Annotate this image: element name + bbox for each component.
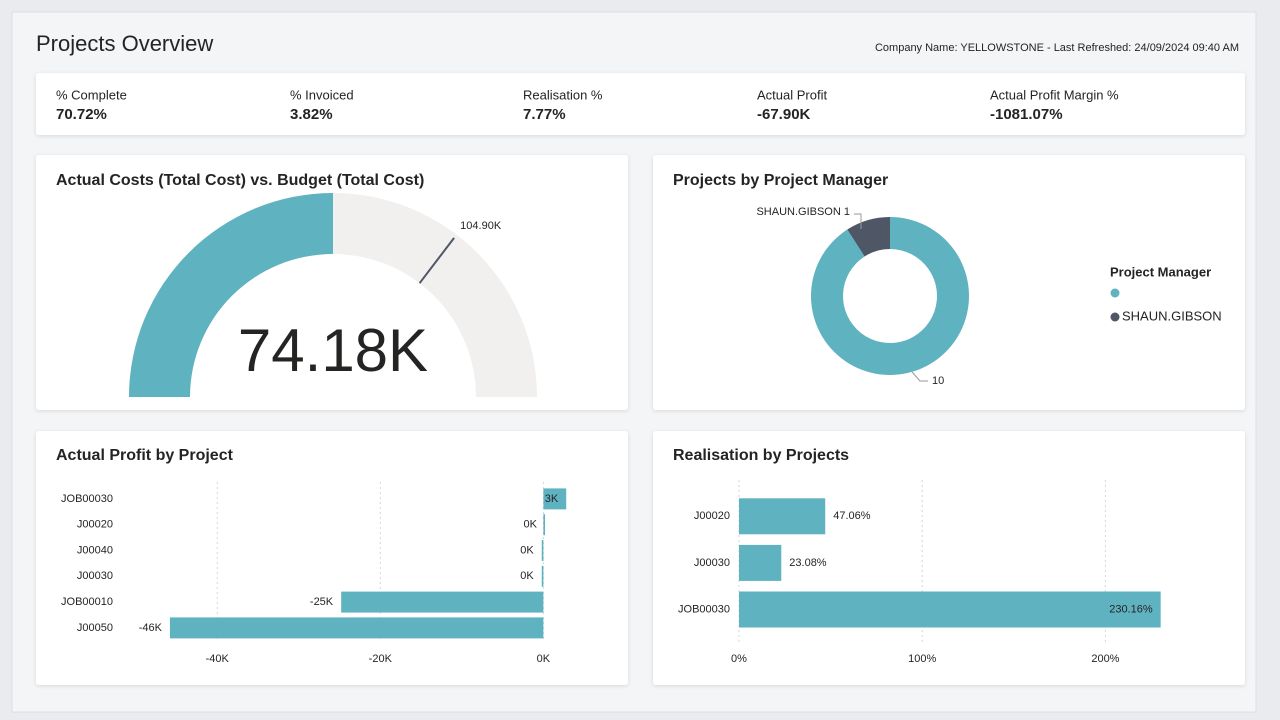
y-tick-label: JOB00030 — [61, 493, 113, 505]
data-label: -46K — [139, 622, 163, 634]
gauge-fill — [129, 193, 333, 397]
y-tick-label: JOB00010 — [61, 596, 113, 608]
legend-title: Project Manager — [1110, 264, 1211, 279]
x-tick-label: 0K — [537, 653, 551, 665]
kpi-card — [36, 73, 1245, 135]
y-tick-label: J00020 — [694, 510, 730, 522]
y-tick-label: J00030 — [694, 557, 730, 569]
data-label: 0K — [520, 544, 534, 556]
bar — [543, 514, 546, 536]
y-tick-label: J00020 — [77, 519, 113, 531]
bar — [739, 591, 1161, 628]
bar — [739, 498, 826, 535]
x-tick-label: 0% — [731, 653, 747, 665]
y-tick-label: JOB00030 — [678, 603, 730, 615]
x-tick-label: 200% — [1091, 653, 1119, 665]
chart-title: Actual Costs (Total Cost) vs. Budget (To… — [56, 172, 424, 189]
data-label: SHAUN.GIBSON 1 — [756, 206, 850, 218]
bar — [169, 617, 544, 639]
donut-slice — [810, 217, 969, 375]
data-label-category: SHAUN.GIBSON — [756, 206, 840, 218]
data-label: 0K — [520, 570, 534, 582]
y-tick-label: J00050 — [77, 622, 113, 634]
bar — [541, 540, 544, 561]
kpi-value: 3.82% — [290, 106, 333, 123]
legend-marker — [1110, 288, 1120, 298]
donut-slice — [847, 217, 890, 257]
kpi-label: Realisation % — [523, 87, 603, 102]
data-label: 230.16% — [1109, 603, 1153, 615]
kpi-value: -1081.07% — [990, 106, 1063, 123]
x-tick-label: 100% — [908, 653, 936, 665]
gauge-value: 74.18K — [238, 317, 428, 384]
chart-title: Projects by Project Manager — [673, 172, 888, 189]
legend-label: SHAUN.GIBSON — [1122, 308, 1222, 323]
data-label: -25K — [310, 596, 334, 608]
data-label: 0K — [524, 519, 538, 531]
leader-line — [911, 371, 928, 382]
bar — [543, 488, 567, 510]
bar — [341, 591, 544, 613]
bar — [541, 565, 544, 587]
data-label: 3K — [545, 493, 559, 505]
kpi-value: -67.90K — [757, 106, 811, 123]
y-tick-label: J00030 — [77, 570, 113, 582]
page-title: Projects Overview — [36, 31, 213, 56]
y-tick-label: J00040 — [77, 544, 113, 556]
data-label: 23.08% — [789, 557, 827, 569]
data-label: 47.06% — [833, 510, 871, 522]
data-label: 10 — [932, 375, 944, 387]
x-tick-label: -40K — [206, 653, 230, 665]
x-tick-label: -20K — [369, 653, 393, 665]
gauge-target-label: 104.90K — [460, 220, 502, 232]
kpi-label: % Invoiced — [290, 87, 354, 102]
gauge-target — [418, 237, 455, 284]
leader-line — [854, 213, 862, 229]
card — [36, 431, 628, 685]
kpi-value: 70.72% — [56, 106, 107, 123]
chart-title: Realisation by Projects — [673, 447, 849, 464]
chart-title: Actual Profit by Project — [56, 447, 234, 464]
kpi-label: Actual Profit — [757, 87, 827, 102]
kpi-value: 7.77% — [523, 106, 566, 123]
kpi-label: Actual Profit Margin % — [990, 87, 1119, 102]
legend-marker — [1110, 312, 1120, 322]
bar — [739, 544, 782, 581]
kpi-label: % Complete — [56, 87, 127, 102]
refresh-info: Company Name: YELLOWSTONE - Last Refresh… — [875, 42, 1239, 54]
data-label-value: 10 — [932, 375, 944, 387]
data-label-value: 1 — [844, 206, 850, 218]
